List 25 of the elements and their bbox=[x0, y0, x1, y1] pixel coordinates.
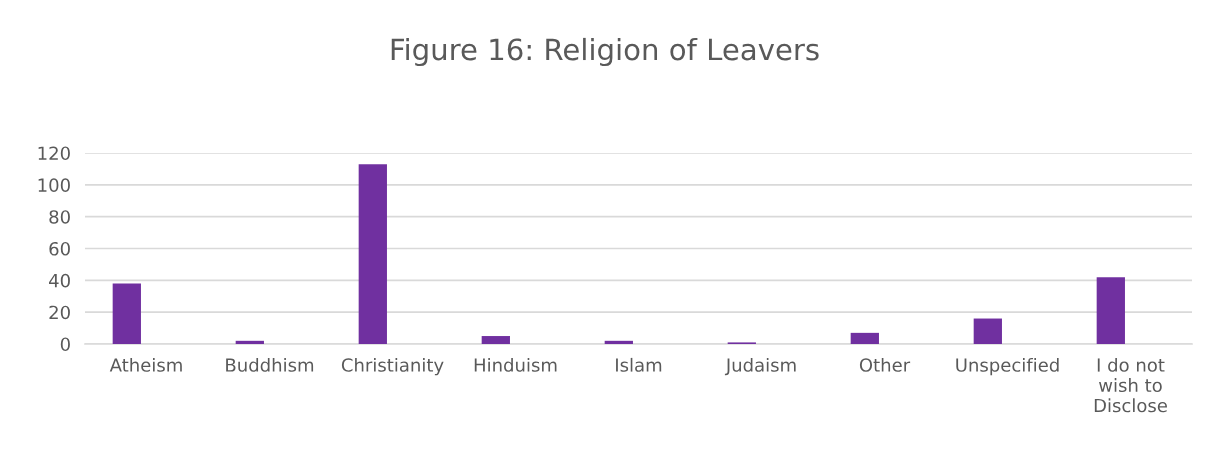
y-tick-label: 40 bbox=[49, 273, 70, 288]
x-tick-label: Buddhism bbox=[226, 357, 314, 372]
y-tick-label: 60 bbox=[49, 241, 70, 256]
bar bbox=[112, 283, 141, 344]
bar bbox=[604, 340, 633, 344]
bar bbox=[1096, 277, 1125, 344]
bar bbox=[850, 332, 879, 344]
x-tick-label: Other bbox=[859, 357, 911, 372]
x-tick-label: Unspecified bbox=[956, 357, 1059, 376]
x-tick-label: I do not wish to Disclose bbox=[1094, 357, 1167, 413]
x-tick-label: Atheism bbox=[109, 357, 182, 372]
y-tick-label: 120 bbox=[38, 146, 70, 161]
y-tick-label: 80 bbox=[49, 210, 70, 224]
x-tick-label: Judaism bbox=[724, 357, 796, 376]
bar bbox=[481, 336, 510, 344]
y-tick-label: 100 bbox=[38, 178, 70, 192]
x-tick-label: Islam bbox=[616, 357, 662, 372]
y-tick-label: 20 bbox=[49, 305, 70, 320]
bar bbox=[358, 164, 387, 344]
bar bbox=[235, 340, 264, 344]
x-tick-label: Hinduism bbox=[474, 357, 557, 372]
bar bbox=[973, 318, 1002, 344]
y-tick-label: 0 bbox=[60, 337, 70, 352]
x-tick-label: Christianity bbox=[341, 357, 444, 376]
chart-title: Figure 16: Religion of Leavers bbox=[391, 37, 819, 67]
